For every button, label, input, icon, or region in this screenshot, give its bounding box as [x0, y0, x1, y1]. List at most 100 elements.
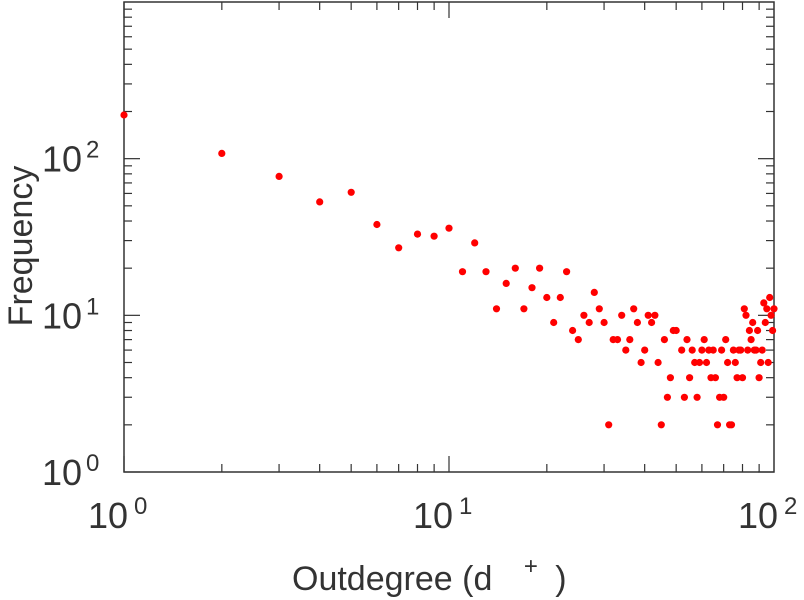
data-point: [722, 336, 730, 344]
x-tick-label: 10 1: [413, 493, 472, 536]
data-point: [626, 336, 634, 344]
x-tick-base: 10: [413, 495, 453, 536]
data-point: [657, 421, 665, 429]
data-point: [618, 311, 626, 319]
data-point: [709, 346, 717, 354]
data-point: [644, 311, 652, 319]
x-tick-exponent: 0: [134, 493, 147, 520]
data-point: [605, 421, 613, 429]
data-point: [622, 346, 630, 354]
data-point: [613, 336, 622, 344]
y-axis-title: Frequency: [2, 166, 40, 327]
x-axis-title-superscript: +: [524, 553, 538, 580]
data-point: [637, 358, 645, 367]
data-point: [733, 374, 741, 382]
data-point: [120, 111, 128, 119]
y-tick-base: 10: [42, 139, 82, 180]
data-point: [275, 172, 283, 180]
data-point: [574, 336, 582, 344]
data-point: [445, 224, 453, 232]
data-point: [747, 336, 755, 344]
data-point: [630, 305, 638, 313]
data-point: [556, 293, 564, 302]
data-points: [120, 111, 778, 429]
data-point: [502, 279, 510, 287]
y-tick-label: 10 0: [42, 450, 99, 493]
data-point: [764, 358, 772, 367]
data-point: [600, 318, 608, 327]
data-point: [654, 358, 662, 367]
data-point: [458, 268, 467, 276]
data-point: [678, 346, 686, 354]
data-point: [520, 305, 528, 313]
data-point: [395, 244, 403, 252]
data-point: [757, 358, 765, 367]
data-point: [651, 311, 659, 319]
data-point: [347, 188, 355, 196]
x-tick-exponent: 1: [459, 493, 472, 520]
x-tick-base: 10: [88, 495, 128, 536]
y-tick-exponent: 2: [86, 137, 99, 164]
data-point: [471, 239, 479, 247]
data-point: [749, 318, 757, 327]
data-point: [754, 326, 762, 335]
data-point: [528, 284, 536, 292]
data-point: [695, 358, 704, 367]
data-point: [740, 305, 748, 313]
data-point: [760, 299, 768, 307]
x-tick-labels: 10 0 10 1 10 2: [88, 493, 797, 536]
minor-ticks: [123, 2, 774, 473]
data-point: [693, 393, 701, 401]
data-point: [663, 393, 672, 401]
data-point: [766, 293, 774, 302]
data-point: [511, 264, 519, 272]
data-point: [742, 311, 750, 319]
data-point: [718, 346, 726, 354]
x-tick-label: 10 2: [738, 493, 797, 536]
data-point: [218, 149, 226, 157]
data-point: [770, 305, 778, 313]
data-point: [430, 232, 438, 240]
data-point: [744, 346, 752, 354]
data-point: [660, 336, 669, 344]
data-point: [672, 326, 680, 335]
data-point: [737, 346, 745, 354]
data-point: [641, 346, 649, 354]
data-point: [482, 268, 490, 276]
data-point: [763, 305, 771, 313]
data-point: [373, 220, 381, 229]
data-point: [686, 374, 694, 382]
data-point: [752, 346, 760, 354]
data-point: [543, 293, 551, 302]
x-axis-title: Outdegree (d + ): [292, 544, 567, 598]
data-point: [595, 305, 603, 313]
data-point: [720, 393, 728, 401]
y-tick-base: 10: [42, 295, 82, 336]
data-point: [688, 346, 696, 354]
data-point: [767, 311, 775, 319]
plot-frame: [123, 1, 775, 473]
data-point: [711, 374, 720, 382]
data-point: [745, 326, 754, 335]
data-point: [729, 346, 738, 354]
x-axis-title-main: Outdegree (d: [292, 560, 492, 598]
data-point: [758, 346, 766, 354]
data-point: [492, 305, 501, 313]
data-point: [590, 288, 598, 296]
y-tick-label: 10 2: [42, 137, 99, 180]
data-point: [648, 318, 656, 327]
data-point: [569, 326, 577, 335]
data-point: [731, 358, 739, 367]
data-point: [755, 374, 763, 382]
data-point: [724, 358, 732, 367]
y-tick-exponent: 1: [86, 293, 99, 320]
data-point: [713, 421, 722, 429]
data-point: [536, 264, 544, 272]
x-tick-exponent: 2: [784, 493, 797, 520]
data-point: [550, 318, 558, 327]
data-point: [683, 336, 691, 344]
data-point: [702, 358, 711, 367]
x-tick-label: 10 0: [88, 493, 147, 536]
x-tick-base: 10: [738, 495, 778, 536]
